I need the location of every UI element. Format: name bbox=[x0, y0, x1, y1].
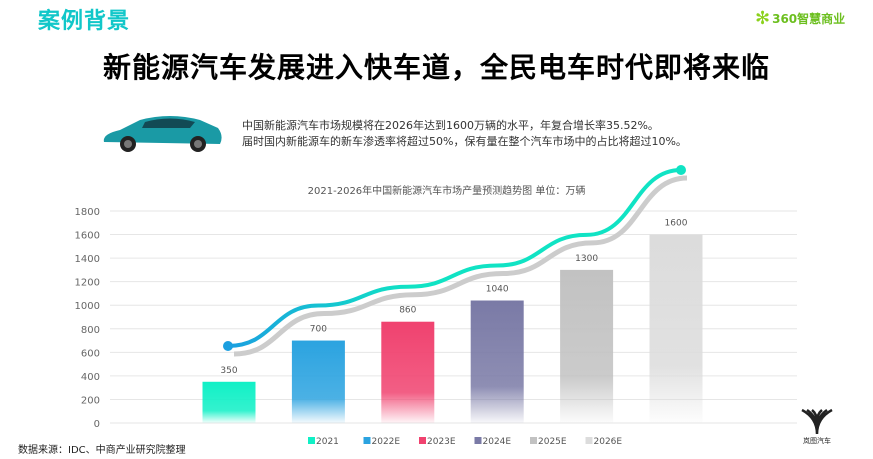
legend-swatch bbox=[585, 437, 593, 444]
legend-label[interactable]: 2026E bbox=[594, 437, 623, 447]
bar-2026E bbox=[649, 234, 703, 423]
y-tick-label: 1400 bbox=[75, 254, 100, 265]
y-tick-label: 1800 bbox=[75, 207, 100, 218]
y-tick-label: 0 bbox=[94, 419, 100, 430]
y-tick-label: 400 bbox=[81, 372, 100, 383]
trend-start-point bbox=[223, 341, 233, 351]
section-title: 案例背景 bbox=[38, 9, 131, 34]
data-label: 1300 bbox=[575, 254, 598, 264]
bar-2024E bbox=[470, 300, 524, 423]
description: 中国新能源汽车市场规模将在2026年达到1600万辆的水平，年复合增长率35.5… bbox=[242, 118, 687, 150]
bar-2025E bbox=[560, 269, 614, 423]
legend-label[interactable]: 2024E bbox=[483, 437, 512, 447]
legend-swatch bbox=[530, 437, 537, 444]
data-label: 860 bbox=[399, 306, 416, 316]
brand-logo: ✻ 360智慧商业 bbox=[755, 8, 845, 29]
legend-swatch bbox=[474, 437, 482, 444]
chart-title: 2021-2026年中国新能源汽车市场产量预测趋势图 单位：万辆 bbox=[307, 186, 586, 197]
y-tick-label: 200 bbox=[81, 395, 100, 406]
trend-end-point bbox=[676, 165, 686, 175]
logo-text: 岚图汽车 bbox=[803, 437, 831, 445]
y-tick-label: 800 bbox=[81, 325, 100, 336]
data-label: 350 bbox=[220, 366, 237, 376]
legend-label[interactable]: 2021 bbox=[316, 437, 339, 447]
trend-line bbox=[227, 168, 682, 348]
bar-2021 bbox=[202, 381, 256, 423]
voyah-logo: 岚图汽车 bbox=[800, 408, 834, 446]
data-source: 数据来源：IDC、中商产业研究院整理 bbox=[18, 445, 186, 456]
legend-label[interactable]: 2023E bbox=[427, 437, 456, 447]
legend-swatch bbox=[308, 437, 315, 444]
bar-2023E bbox=[381, 321, 435, 423]
legend-swatch bbox=[419, 437, 426, 444]
legend-swatch bbox=[363, 437, 371, 444]
data-label: 1600 bbox=[665, 219, 688, 229]
trend-shadow bbox=[233, 175, 688, 357]
y-tick-label: 1600 bbox=[75, 231, 100, 242]
brand-flower-icon: ✻ bbox=[755, 8, 771, 29]
page-title: 新能源汽车发展进入快车道，全民电车时代即将来临 bbox=[102, 51, 770, 84]
description-line: 中国新能源汽车市场规模将在2026年达到1600万辆的水平，年复合增长率35.5… bbox=[242, 119, 659, 132]
legend-label[interactable]: 2022E bbox=[372, 437, 401, 447]
bar-2022E bbox=[291, 340, 345, 423]
y-tick-label: 1000 bbox=[75, 301, 100, 312]
car-image bbox=[103, 116, 222, 152]
voyah-emblem-icon bbox=[801, 408, 833, 435]
data-label: 700 bbox=[310, 325, 327, 335]
y-tick-label: 600 bbox=[81, 348, 100, 359]
description-line: 届时国内新能源车的新车渗透率将超过50%，保有量在整个汽车市场中的占比将超过10… bbox=[242, 135, 687, 148]
brand-name: 360智慧商业 bbox=[772, 12, 846, 26]
data-label: 1040 bbox=[486, 285, 509, 295]
legend-label[interactable]: 2025E bbox=[538, 437, 567, 447]
y-tick-label: 1200 bbox=[75, 278, 100, 289]
